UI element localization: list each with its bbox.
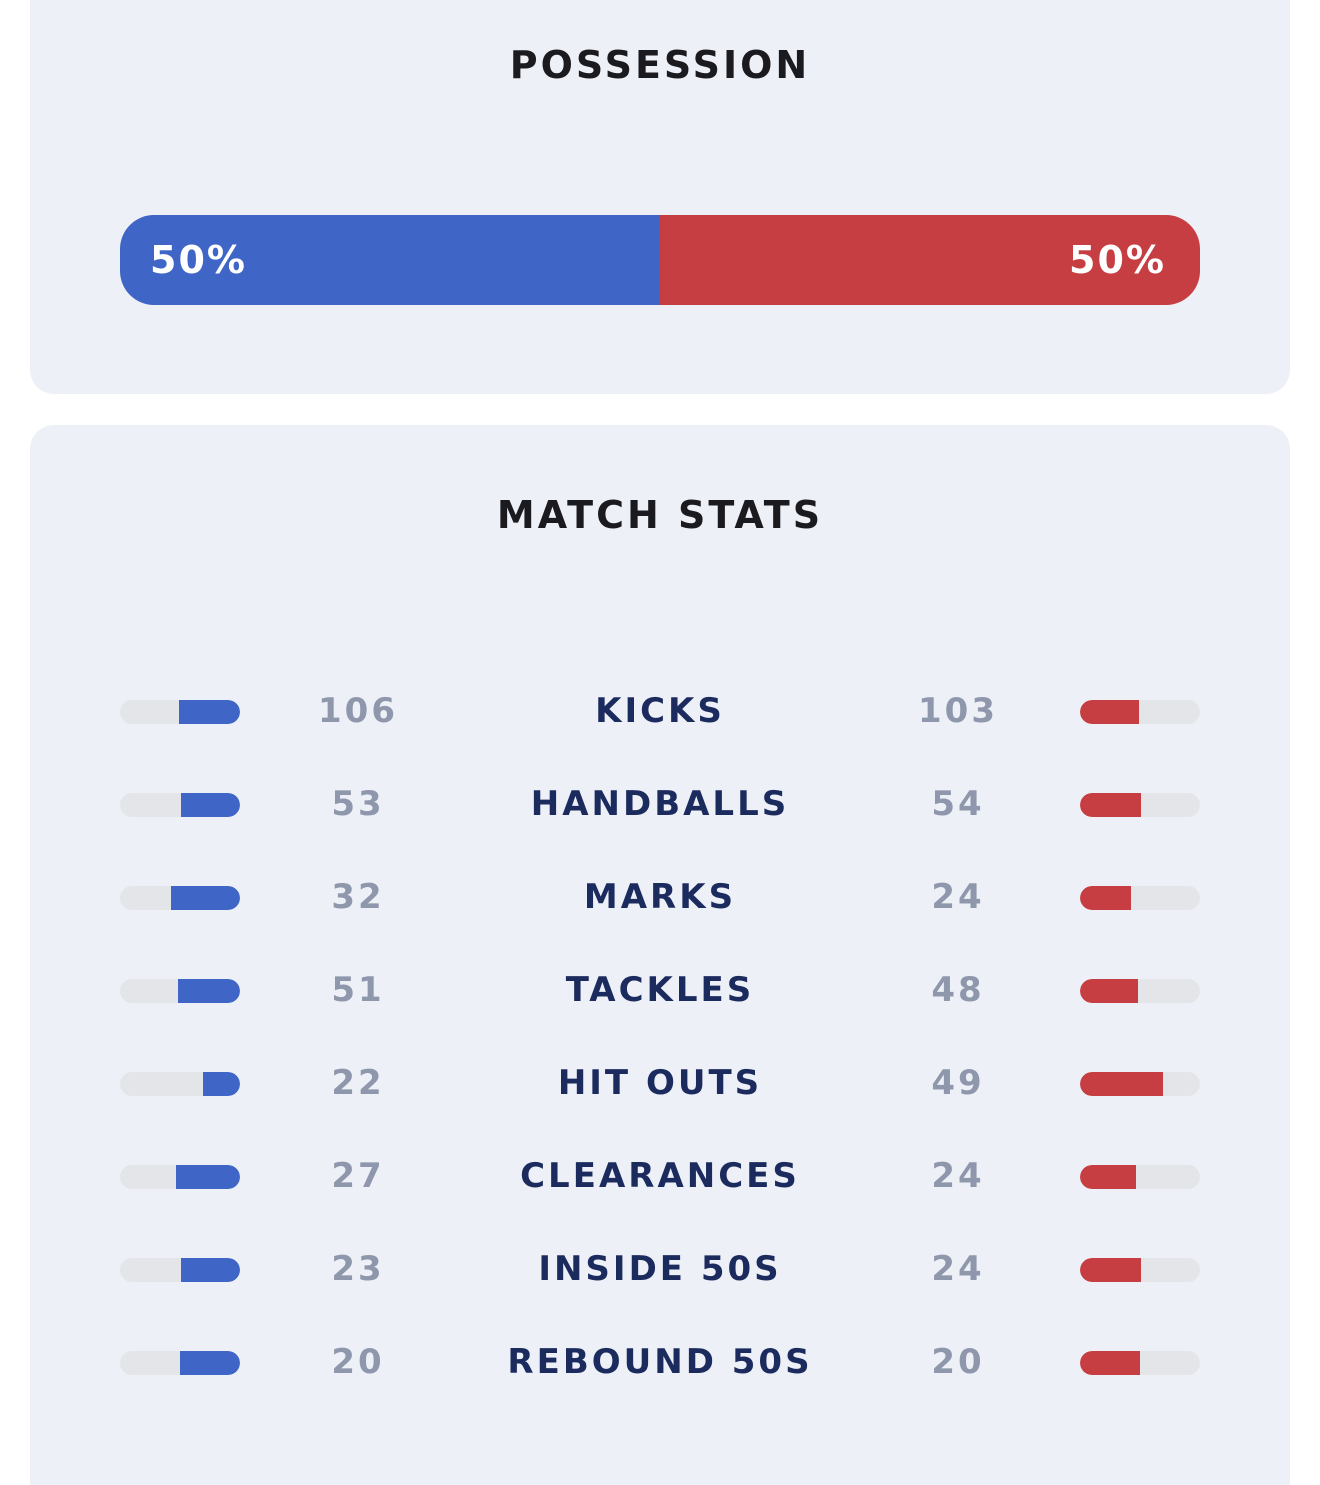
stat-label: MARKS [583, 877, 737, 917]
home-stat-bar-fill [171, 886, 240, 910]
possession-away-label: 50% [1069, 238, 1166, 282]
away-stat-bar [1080, 700, 1200, 724]
home-stat-bar [120, 886, 240, 910]
home-stat-bar [120, 1072, 240, 1096]
stat-label: TACKLES [565, 970, 755, 1010]
possession-away-segment: 50% [660, 215, 1200, 305]
stat-row: 51 TACKLES 48 [30, 944, 1290, 1037]
away-stat-value: 48 [931, 970, 985, 1010]
stat-row: 27 CLEARANCES 24 [30, 1130, 1290, 1223]
stat-row: 22 HIT OUTS 49 [30, 1037, 1290, 1130]
home-stat-bar-fill [179, 700, 240, 724]
home-stat-value: 32 [331, 877, 385, 917]
stat-label: HANDBALLS [530, 784, 790, 824]
away-stat-bar-fill [1080, 979, 1139, 1003]
stat-label: INSIDE 50S [538, 1249, 782, 1289]
away-stat-bar [1080, 1165, 1200, 1189]
stats-list: 106 KICKS 103 53 HANDBALLS 54 32 MARKS 2… [30, 665, 1290, 1409]
away-stat-value: 24 [931, 1156, 985, 1196]
stat-row: 106 KICKS 103 [30, 665, 1290, 758]
away-stat-value: 49 [931, 1063, 985, 1103]
home-stat-value: 53 [331, 784, 385, 824]
possession-card: POSSESSION 50% 50% [30, 0, 1290, 394]
stat-label: CLEARANCES [520, 1156, 800, 1196]
away-stat-bar [1080, 979, 1200, 1003]
possession-bar: 50% 50% [120, 215, 1200, 305]
away-stat-bar-fill [1080, 1165, 1137, 1189]
away-stat-bar [1080, 1072, 1200, 1096]
home-stat-bar [120, 1351, 240, 1375]
stat-label: REBOUND 50S [507, 1342, 813, 1382]
home-stat-bar [120, 700, 240, 724]
home-stat-bar-fill [178, 979, 240, 1003]
away-stat-bar-fill [1080, 886, 1132, 910]
away-stat-bar-fill [1080, 1072, 1163, 1096]
home-stat-bar-fill [176, 1165, 240, 1189]
away-stat-bar-fill [1080, 700, 1140, 724]
away-stat-bar [1080, 793, 1200, 817]
stat-row: 20 REBOUND 50S 20 [30, 1316, 1290, 1409]
home-stat-bar [120, 979, 240, 1003]
away-stat-bar [1080, 1351, 1200, 1375]
away-stat-value: 24 [931, 1249, 985, 1289]
away-stat-value: 54 [931, 784, 985, 824]
away-stat-bar [1080, 886, 1200, 910]
home-stat-value: 51 [331, 970, 385, 1010]
away-stat-bar-fill [1080, 793, 1141, 817]
home-stat-value: 27 [331, 1156, 385, 1196]
match-stats-card: MATCH STATS 106 KICKS 103 53 HANDBALLS 5… [30, 425, 1290, 1485]
stat-row: 23 INSIDE 50S 24 [30, 1223, 1290, 1316]
stat-row: 53 HANDBALLS 54 [30, 758, 1290, 851]
home-stat-value: 23 [331, 1249, 385, 1289]
stat-row: 32 MARKS 24 [30, 851, 1290, 944]
home-stat-bar-fill [202, 1072, 240, 1096]
possession-home-label: 50% [150, 238, 247, 282]
match-stats-title: MATCH STATS [496, 493, 824, 537]
away-stat-bar [1080, 1258, 1200, 1282]
home-stat-value: 20 [331, 1342, 385, 1382]
home-stat-bar-fill [180, 1351, 240, 1375]
home-stat-bar [120, 1165, 240, 1189]
away-stat-value: 24 [931, 877, 985, 917]
home-stat-bar [120, 1258, 240, 1282]
away-stat-bar-fill [1080, 1258, 1142, 1282]
possession-title: POSSESSION [509, 43, 811, 87]
home-stat-bar-fill [180, 793, 240, 817]
away-stat-bar-fill [1080, 1351, 1140, 1375]
home-stat-bar [120, 793, 240, 817]
stat-label: HIT OUTS [557, 1063, 763, 1103]
stat-label: KICKS [595, 691, 725, 731]
away-stat-value: 20 [931, 1342, 985, 1382]
home-stat-bar-fill [181, 1258, 240, 1282]
possession-home-segment: 50% [120, 215, 660, 305]
home-stat-value: 22 [331, 1063, 385, 1103]
home-stat-value: 106 [318, 691, 398, 731]
away-stat-value: 103 [918, 691, 998, 731]
